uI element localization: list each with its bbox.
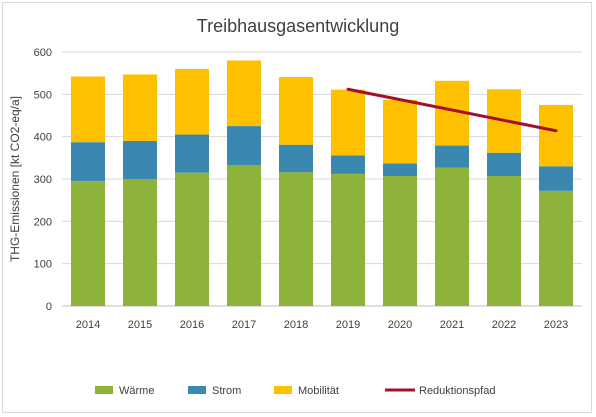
bar-segment — [435, 167, 469, 306]
bar-segment — [539, 166, 573, 191]
reduction-path-line — [346, 87, 558, 133]
bar-segment — [279, 172, 313, 306]
y-tick-label: 500 — [34, 89, 52, 101]
bar-segment — [71, 76, 105, 143]
x-tick-label: 2023 — [544, 319, 568, 331]
chart-title: Treibhausgasentwicklung — [197, 16, 399, 36]
legend-label: Strom — [212, 385, 241, 397]
bar-segment — [175, 134, 209, 173]
legend-label: Wärme — [119, 385, 154, 397]
bar-segment — [227, 60, 261, 127]
legend-label: Mobilität — [298, 385, 339, 397]
x-tick-labels: 2014 2015 2016 2017 2018 2019 2020 2021 2022 2023 — [76, 319, 568, 331]
bar-segment — [487, 152, 521, 177]
bar-segment — [175, 68, 209, 135]
x-tick-label: 2015 — [128, 319, 152, 331]
y-tick-labels: 0 100 200 300 400 500 600 — [34, 47, 52, 313]
bar-segment — [123, 179, 157, 306]
bar-segment — [123, 74, 157, 141]
x-tick-label: 2018 — [284, 319, 308, 331]
y-tick-label: 300 — [34, 174, 52, 186]
bar-segment — [487, 176, 521, 306]
bar-segment — [279, 76, 313, 145]
bar-segment — [227, 126, 261, 166]
bar-segment — [279, 144, 313, 173]
bar-segment — [331, 155, 365, 174]
bar-segment — [383, 99, 417, 164]
x-tick-label: 2017 — [232, 319, 256, 331]
bar-segment — [539, 190, 573, 306]
y-tick-label: 400 — [34, 132, 52, 144]
bars — [71, 60, 573, 306]
bar-segment — [435, 145, 469, 168]
legend: Wärme Strom Mobilität Reduktionspfad — [95, 385, 495, 397]
bar-segment — [227, 165, 261, 306]
bar-segment — [175, 172, 209, 306]
legend-swatch — [274, 386, 292, 394]
bar-segment — [331, 173, 365, 306]
reduction-path — [346, 87, 558, 133]
legend-swatch — [95, 386, 113, 394]
legend-swatch — [188, 386, 206, 394]
x-tick-label: 2019 — [336, 319, 360, 331]
bar-segment — [383, 176, 417, 306]
y-axis-label: THG-Emissionen [kt CO2-eq/a] — [8, 96, 22, 262]
x-tick-label: 2020 — [388, 319, 412, 331]
x-tick-label: 2022 — [492, 319, 516, 331]
bar-segment — [123, 140, 157, 179]
bar-segment — [331, 89, 365, 156]
x-tick-label: 2016 — [180, 319, 204, 331]
y-tick-label: 200 — [34, 216, 52, 228]
legend-label: Reduktionspfad — [419, 385, 495, 397]
y-tick-label: 100 — [34, 259, 52, 271]
x-tick-label: 2021 — [440, 319, 464, 331]
bar-segment — [71, 181, 105, 306]
x-tick-label: 2014 — [76, 319, 100, 331]
y-tick-label: 600 — [34, 47, 52, 59]
y-tick-label: 0 — [46, 301, 52, 313]
bar-segment — [539, 104, 573, 167]
bar-segment — [383, 163, 417, 177]
bar-segment — [71, 142, 105, 182]
